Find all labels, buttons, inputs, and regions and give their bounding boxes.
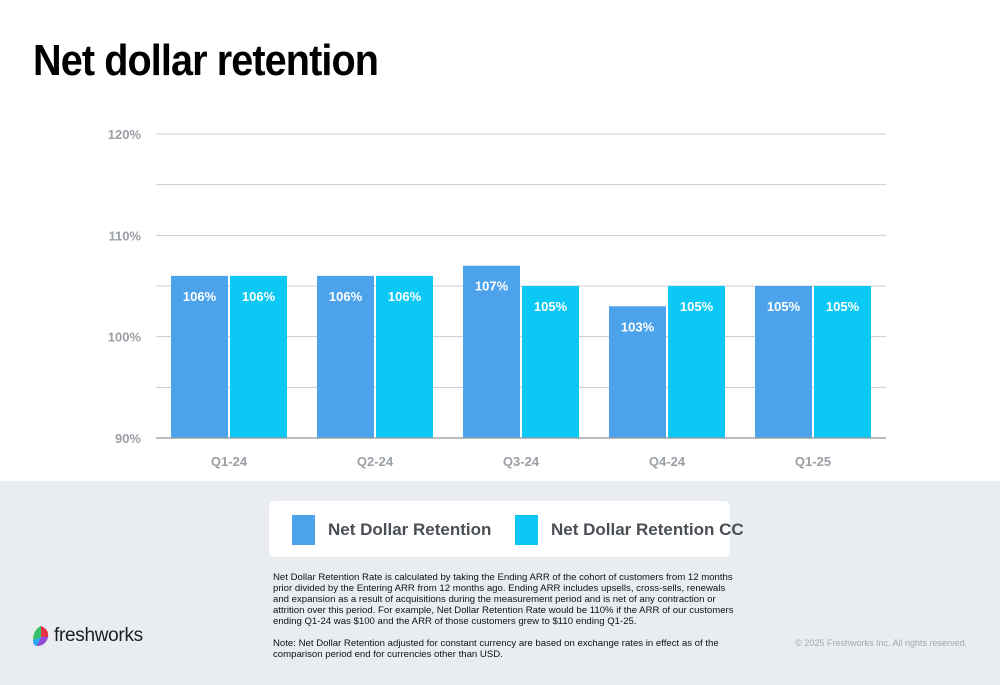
y-tick-label: 100% <box>108 330 142 345</box>
copyright-text: © 2025 Freshworks Inc. All rights reserv… <box>795 638 967 648</box>
data-label: 106% <box>242 289 276 304</box>
legend-swatch-ndr <box>292 515 315 545</box>
x-tick-label: Q3-24 <box>503 454 540 469</box>
bar-ndr <box>463 265 520 438</box>
bar-ndr <box>609 306 666 438</box>
freshworks-logo: freshworks <box>32 624 143 648</box>
brand-name: freshworks <box>54 625 143 646</box>
y-tick-label: 120% <box>108 127 142 142</box>
data-label: 103% <box>621 319 655 334</box>
data-label: 105% <box>680 299 714 314</box>
chart-legend: Net Dollar Retention Net Dollar Retentio… <box>269 501 744 557</box>
y-tick-label: 90% <box>115 431 141 446</box>
footnote-constant-currency: Note: Net Dollar Retention adjusted for … <box>273 638 719 660</box>
bar-chart: 90% 100% 110% 120% 106% 106% Q1-24 106% 106% Q2-2… <box>108 127 886 469</box>
legend-item-ndr-cc: Net Dollar Retention CC <box>515 515 744 545</box>
bar-ndr-cc <box>230 275 287 438</box>
freshworks-logo-icon <box>33 626 49 646</box>
data-label: 106% <box>388 289 422 304</box>
data-label: 105% <box>534 299 568 314</box>
data-label: 105% <box>826 299 860 314</box>
data-label: 107% <box>475 279 509 294</box>
bar-ndr-cc <box>522 286 579 438</box>
bar-ndr <box>317 275 374 438</box>
bar-ndr <box>171 275 228 438</box>
legend-item-ndr: Net Dollar Retention <box>292 515 491 545</box>
x-tick-label: Q2-24 <box>357 454 394 469</box>
y-tick-label: 110% <box>108 228 141 243</box>
page-title: Net dollar retention <box>33 36 379 85</box>
bar-ndr-cc <box>376 275 433 438</box>
legend-label-ndr-cc: Net Dollar Retention CC <box>551 520 744 539</box>
data-label: 106% <box>329 289 363 304</box>
bar-ndr <box>755 286 812 438</box>
data-label: 106% <box>183 289 217 304</box>
x-tick-label: Q4-24 <box>649 454 686 469</box>
data-label: 105% <box>767 299 801 314</box>
bar-ndr-cc <box>668 286 725 438</box>
footnote: Net Dollar Retention Rate is calculated … <box>273 572 738 660</box>
legend-swatch-ndr-cc <box>515 515 538 545</box>
footnote-definition: Net Dollar Retention Rate is calculated … <box>273 572 734 627</box>
x-tick-label: Q1-25 <box>795 454 831 469</box>
x-tick-label: Q1-24 <box>211 454 248 469</box>
bar-ndr-cc <box>814 286 871 438</box>
legend-label-ndr: Net Dollar Retention <box>328 520 492 539</box>
